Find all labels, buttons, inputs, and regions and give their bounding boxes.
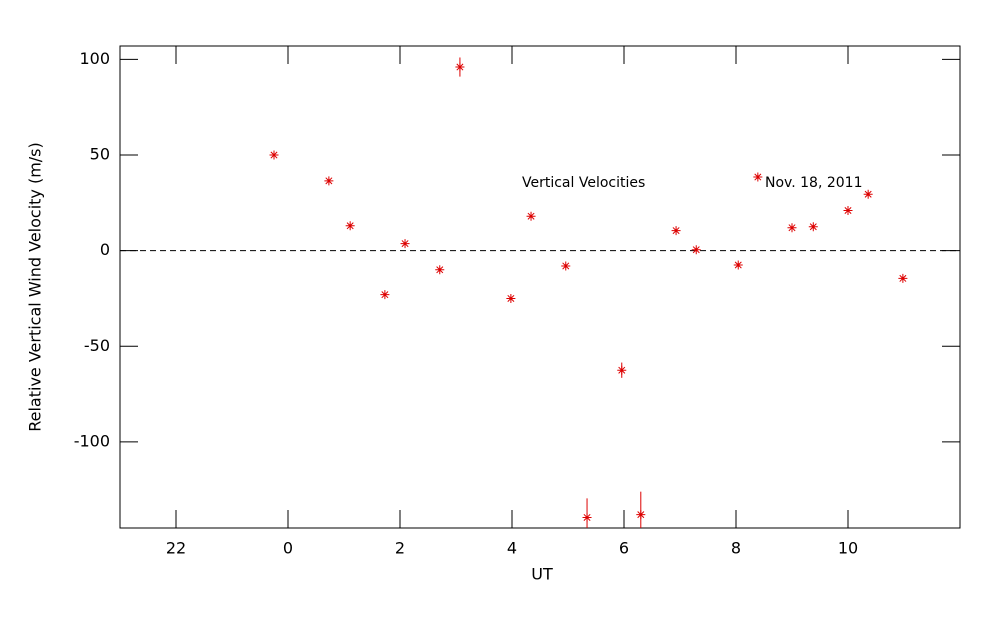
x-axis-label: UT xyxy=(531,565,553,584)
x-tick-label: 4 xyxy=(507,539,517,558)
x-tick-label: 8 xyxy=(731,539,741,558)
annotation: Vertical Velocities xyxy=(522,175,645,191)
x-tick-label: 2 xyxy=(395,539,405,558)
y-tick-label: -100 xyxy=(74,431,110,450)
y-tick-label: -50 xyxy=(84,336,110,355)
y-tick-label: 50 xyxy=(90,145,110,164)
y-tick-label: 0 xyxy=(100,240,110,259)
y-tick-label: 100 xyxy=(79,49,110,68)
x-tick-label: 10 xyxy=(838,539,858,558)
plot-frame xyxy=(119,45,961,529)
x-tick-label: 0 xyxy=(283,539,293,558)
y-axis-label: Relative Vertical Wind Velocity (m/s) xyxy=(26,142,45,432)
annotation: Nov. 18, 2011 xyxy=(765,175,862,191)
x-tick-label: 6 xyxy=(619,539,629,558)
x-tick-label: 22 xyxy=(166,539,186,558)
